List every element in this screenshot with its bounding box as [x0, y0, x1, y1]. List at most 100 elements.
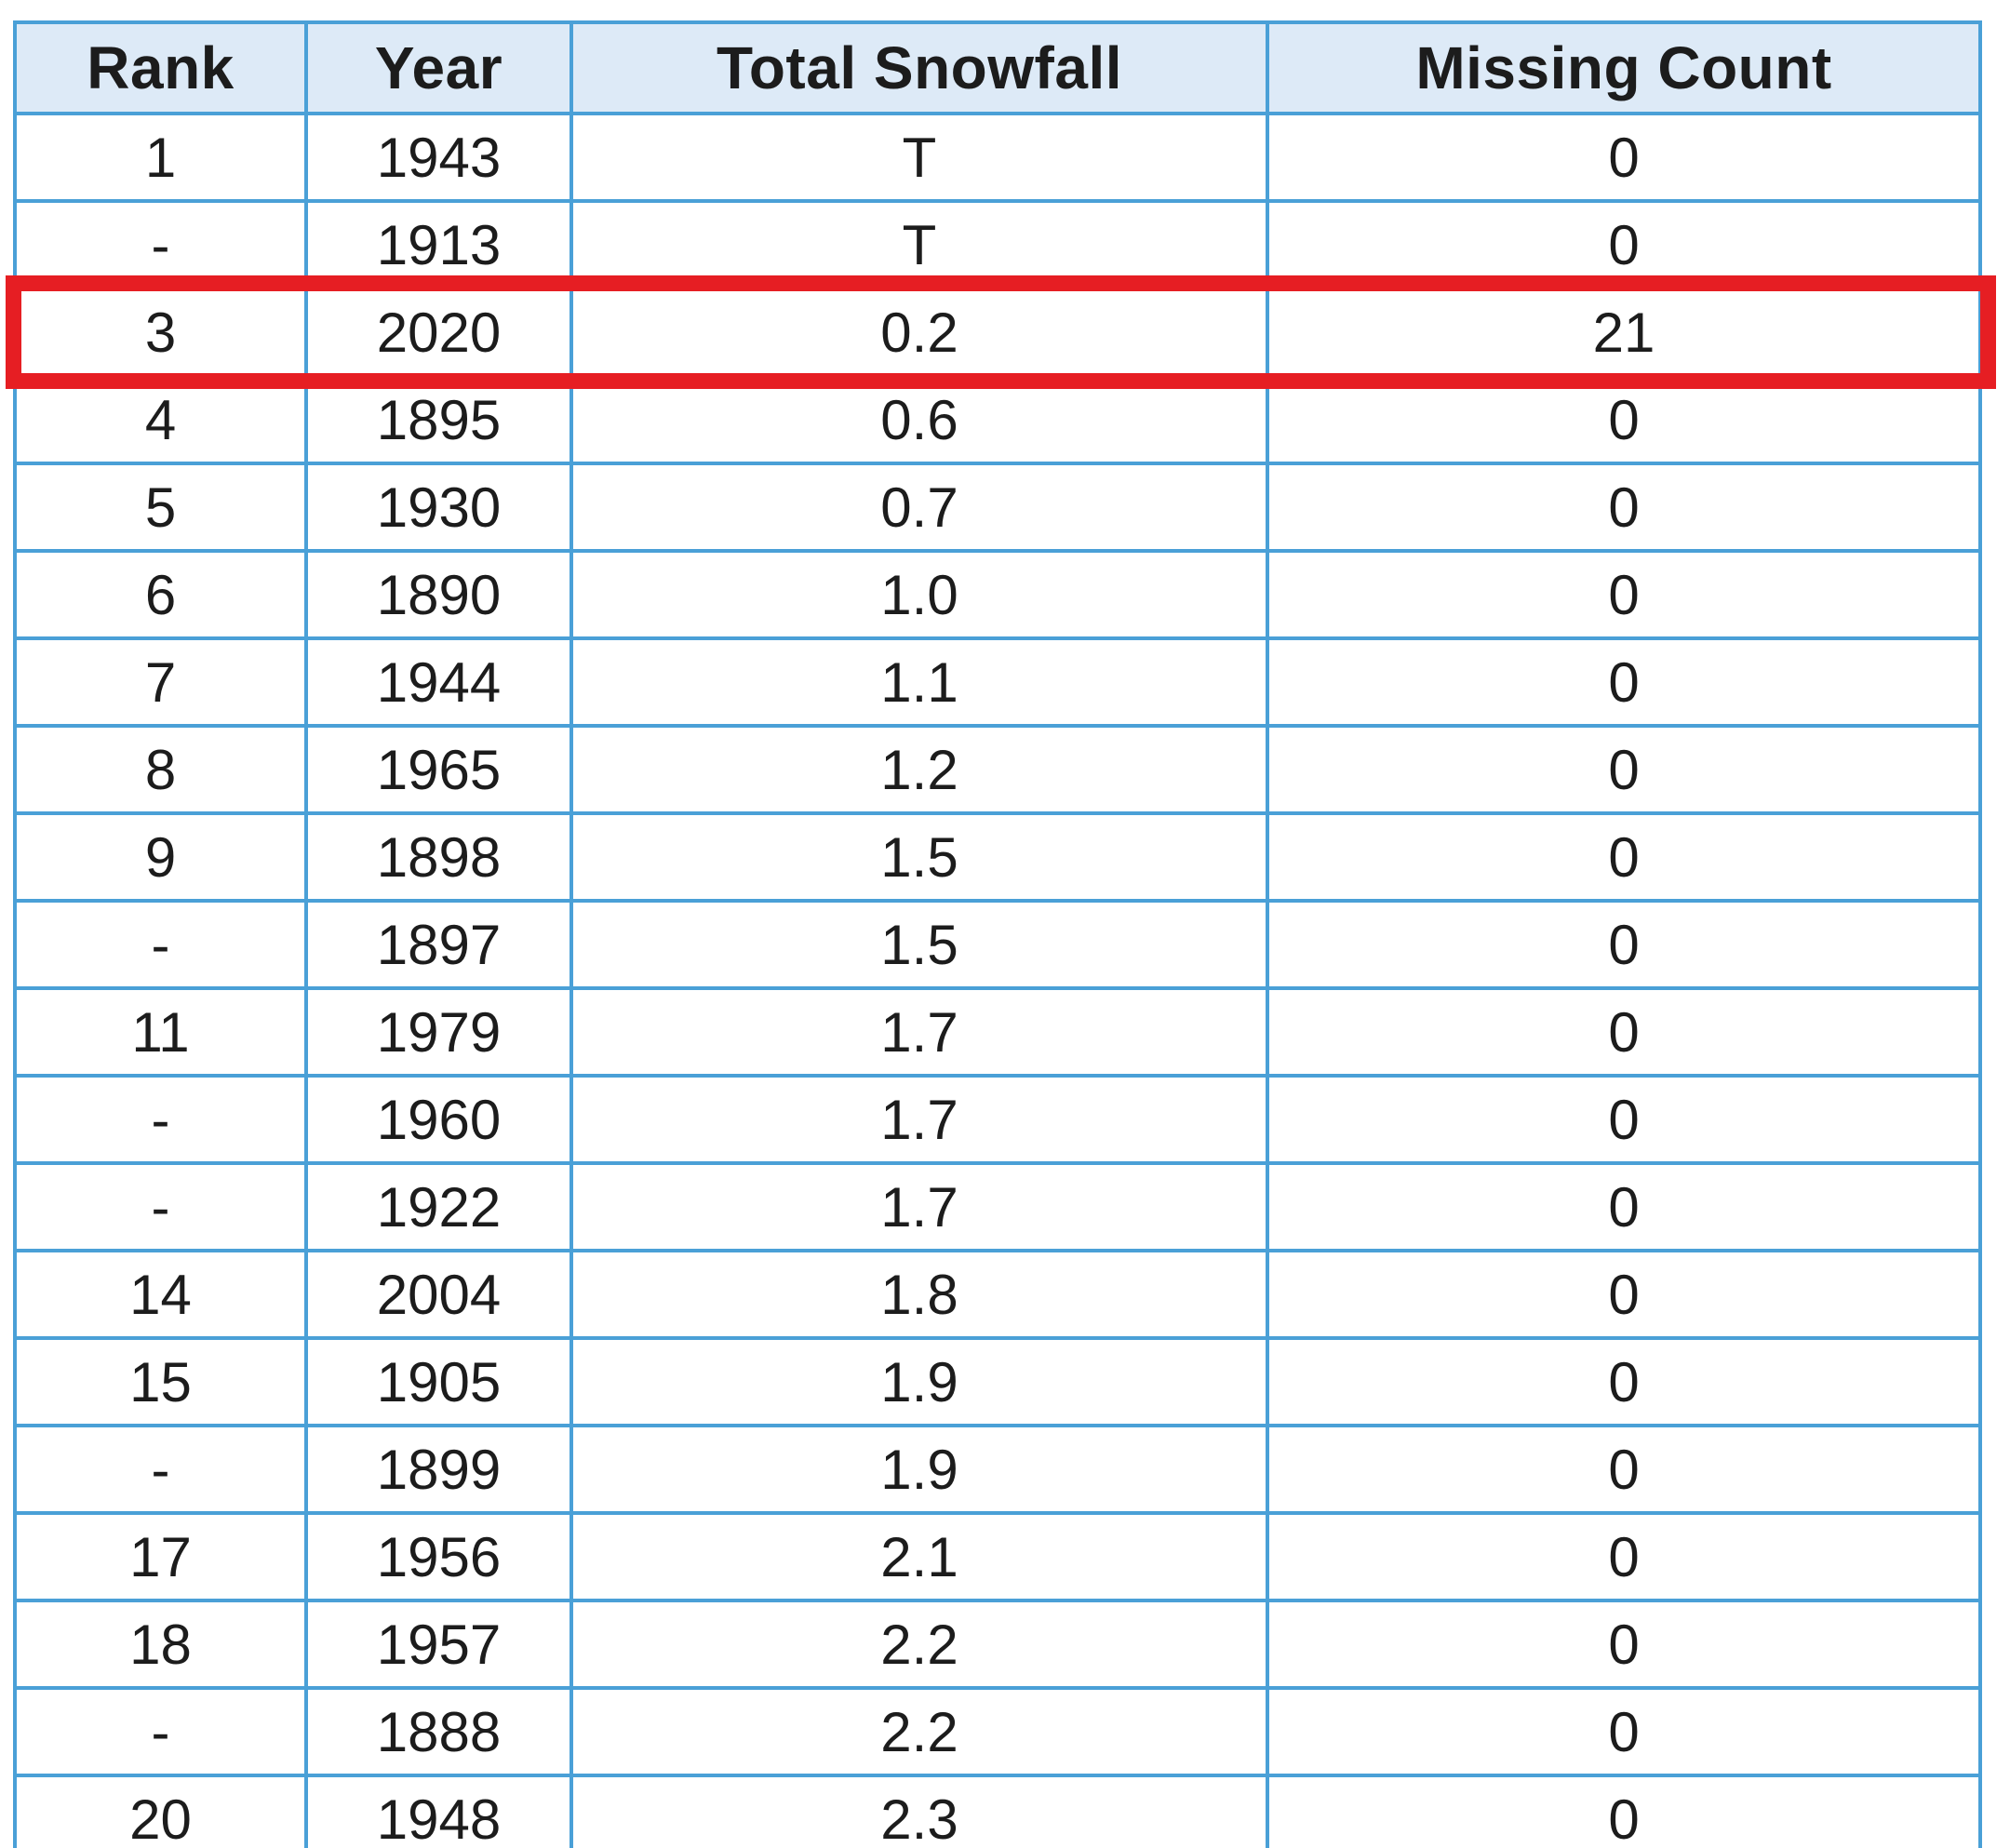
- cell-missing-count: 0: [1266, 986, 1982, 1078]
- cell-rank: 9: [13, 811, 308, 903]
- header-missing-count: Missing Count: [1266, 20, 1982, 115]
- cell-rank: 11: [13, 986, 308, 1078]
- cell-rank: -: [13, 1074, 308, 1165]
- table-row: 9 1898 1.5 0: [13, 811, 1982, 903]
- header-row: Rank Year Total Snowfall Missing Count: [13, 20, 1982, 115]
- cell-rank: 4: [13, 374, 308, 465]
- cell-rank: -: [13, 899, 308, 990]
- cell-year: 1948: [304, 1774, 573, 1848]
- table-row: 11 1979 1.7 0: [13, 986, 1982, 1078]
- cell-rank: -: [13, 1161, 308, 1252]
- cell-rank: 3: [13, 287, 308, 378]
- snowfall-table: Rank Year Total Snowfall Missing Count 1…: [13, 20, 1982, 1848]
- cell-rank: 17: [13, 1511, 308, 1602]
- cell-year: 1957: [304, 1599, 573, 1690]
- cell-missing-count: 0: [1266, 1686, 1982, 1777]
- header-rank: Rank: [13, 20, 308, 115]
- table-row: 8 1965 1.2 0: [13, 724, 1982, 815]
- cell-missing-count: 0: [1266, 1774, 1982, 1848]
- table-row: -1913 T 0: [13, 199, 1982, 290]
- cell-year: 1913: [304, 199, 573, 290]
- cell-missing-count: 21: [1266, 287, 1982, 378]
- cell-missing-count: 0: [1266, 1336, 1982, 1427]
- cell-missing-count: 0: [1266, 1249, 1982, 1340]
- header-total-snowfall: Total Snowfall: [570, 20, 1269, 115]
- cell-missing-count: 0: [1266, 1424, 1982, 1515]
- cell-year: 1890: [304, 549, 573, 640]
- cell-year: 1960: [304, 1074, 573, 1165]
- cell-year: 1899: [304, 1424, 573, 1515]
- cell-rank: 8: [13, 724, 308, 815]
- cell-total-snowfall: 1.9: [570, 1336, 1269, 1427]
- table-row: -1960 1.7 0: [13, 1074, 1982, 1165]
- cell-rank: -: [13, 199, 308, 290]
- cell-year: 1888: [304, 1686, 573, 1777]
- cell-rank: -: [13, 1424, 308, 1515]
- cell-missing-count: 0: [1266, 112, 1982, 203]
- table-row: 18 1957 2.2 0: [13, 1599, 1982, 1690]
- cell-total-snowfall: 1.5: [570, 811, 1269, 903]
- cell-total-snowfall: 0.7: [570, 462, 1269, 553]
- cell-year: 2004: [304, 1249, 573, 1340]
- cell-total-snowfall: 2.3: [570, 1774, 1269, 1848]
- table-row: -1922 1.7 0: [13, 1161, 1982, 1252]
- cell-year: 1922: [304, 1161, 573, 1252]
- cell-total-snowfall: 1.7: [570, 1161, 1269, 1252]
- table-row: 17 1956 2.1 0: [13, 1511, 1982, 1602]
- cell-total-snowfall: 1.0: [570, 549, 1269, 640]
- table-row: 7 1944 1.1 0: [13, 636, 1982, 728]
- cell-missing-count: 0: [1266, 462, 1982, 553]
- table-row: -1899 1.9 0: [13, 1424, 1982, 1515]
- header-year: Year: [304, 20, 573, 115]
- cell-rank: 14: [13, 1249, 308, 1340]
- cell-rank: 6: [13, 549, 308, 640]
- cell-missing-count: 0: [1266, 1599, 1982, 1690]
- cell-missing-count: 0: [1266, 549, 1982, 640]
- cell-total-snowfall: 0.6: [570, 374, 1269, 465]
- cell-missing-count: 0: [1266, 724, 1982, 815]
- cell-year: 1943: [304, 112, 573, 203]
- cell-year: 1944: [304, 636, 573, 728]
- cell-missing-count: 0: [1266, 1074, 1982, 1165]
- cell-missing-count: 0: [1266, 199, 1982, 290]
- cell-rank: 1: [13, 112, 308, 203]
- cell-total-snowfall: T: [570, 199, 1269, 290]
- cell-rank: 18: [13, 1599, 308, 1690]
- cell-rank: 20: [13, 1774, 308, 1848]
- cell-total-snowfall: 2.2: [570, 1599, 1269, 1690]
- cell-total-snowfall: 1.8: [570, 1249, 1269, 1340]
- cell-missing-count: 0: [1266, 374, 1982, 465]
- cell-year: 1979: [304, 986, 573, 1078]
- cell-total-snowfall: 1.7: [570, 1074, 1269, 1165]
- cell-missing-count: 0: [1266, 1511, 1982, 1602]
- cell-rank: 15: [13, 1336, 308, 1427]
- cell-missing-count: 0: [1266, 1161, 1982, 1252]
- cell-total-snowfall: 1.7: [570, 986, 1269, 1078]
- cell-year: 1956: [304, 1511, 573, 1602]
- table-row: -1897 1.5 0: [13, 899, 1982, 990]
- cell-total-snowfall: T: [570, 112, 1269, 203]
- table-row: 4 1895 0.6 0: [13, 374, 1982, 465]
- table-row: 15 1905 1.9 0: [13, 1336, 1982, 1427]
- table-header: Rank Year Total Snowfall Missing Count: [13, 20, 1982, 115]
- cell-rank: 5: [13, 462, 308, 553]
- cell-missing-count: 0: [1266, 811, 1982, 903]
- cell-year: 1905: [304, 1336, 573, 1427]
- cell-total-snowfall: 1.9: [570, 1424, 1269, 1515]
- cell-year: 1895: [304, 374, 573, 465]
- cell-rank: 7: [13, 636, 308, 728]
- cell-total-snowfall: 2.2: [570, 1686, 1269, 1777]
- table-row: -1888 2.2 0: [13, 1686, 1982, 1777]
- cell-total-snowfall: 1.2: [570, 724, 1269, 815]
- table-row: 6 1890 1.0 0: [13, 549, 1982, 640]
- cell-year: 1965: [304, 724, 573, 815]
- table-row: 3 2020 0.2 21: [13, 287, 1982, 378]
- cell-year: 1898: [304, 811, 573, 903]
- table-row: 20 1948 2.3 0: [13, 1774, 1982, 1848]
- cell-missing-count: 0: [1266, 899, 1982, 990]
- cell-year: 1897: [304, 899, 573, 990]
- cell-year: 1930: [304, 462, 573, 553]
- table-row: 5 1930 0.7 0: [13, 462, 1982, 553]
- table-body: 1 1943 T 0-1913 T 0 3 2020 0.2 21 4 1895 0.6 0 5 1930 0.…: [13, 112, 1982, 1848]
